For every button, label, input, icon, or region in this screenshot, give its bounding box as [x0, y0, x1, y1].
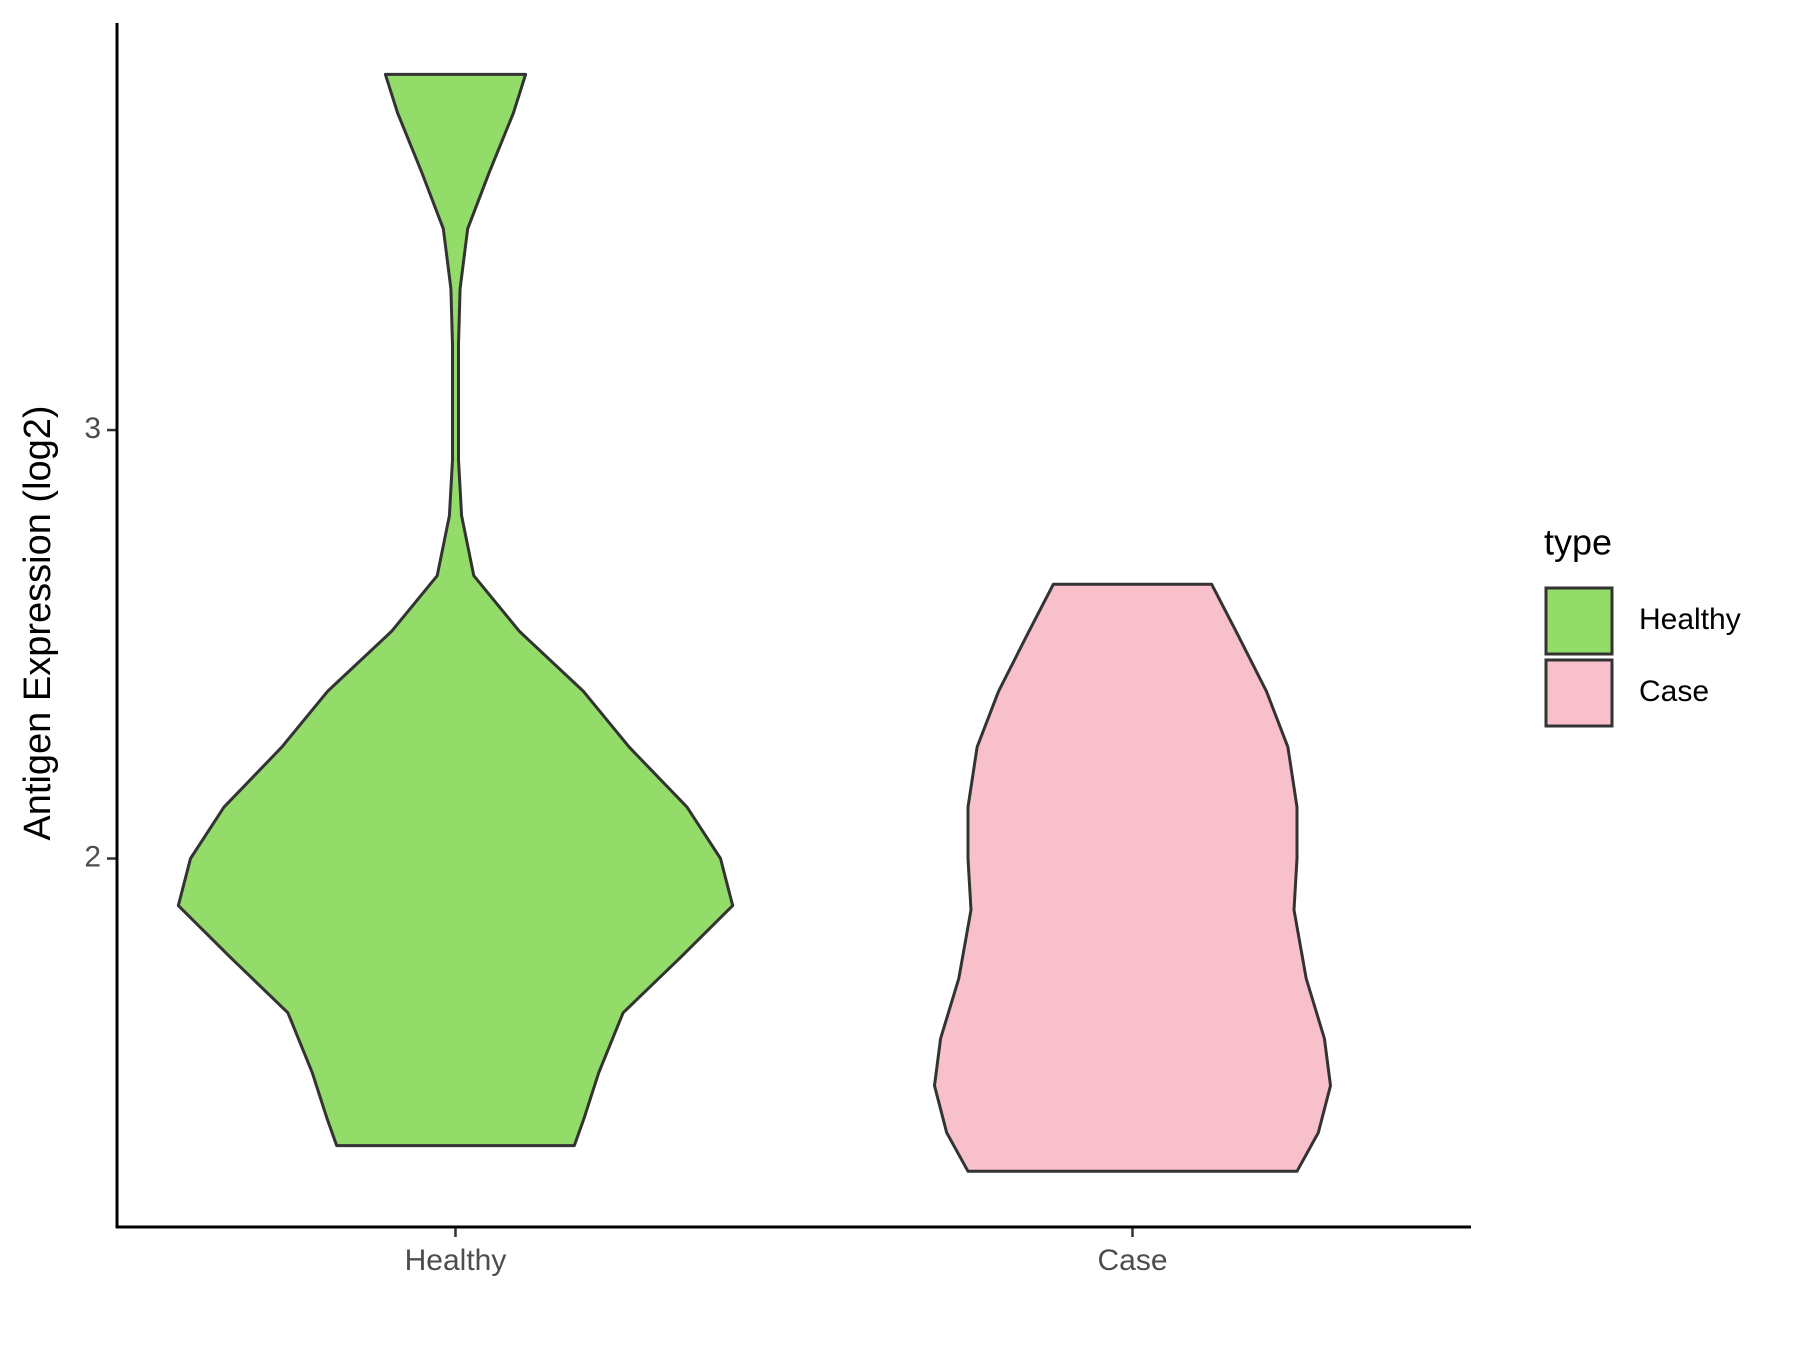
legend-swatch: [1544, 586, 1614, 656]
x-tick-label: Case: [1097, 1244, 1167, 1277]
x-tick-label: Healthy: [405, 1244, 507, 1277]
violin: [933, 582, 1332, 1173]
legend-swatch: [1544, 658, 1614, 728]
y-tick-label: 2: [84, 840, 101, 873]
legend-title: type: [1544, 522, 1612, 563]
violin: [176, 72, 735, 1148]
legend-label: Case: [1639, 675, 1709, 708]
legend-label: Healthy: [1639, 603, 1741, 636]
y-tick-label: 3: [84, 412, 101, 445]
y-axis-label: Antigen Expression (log2): [17, 405, 59, 840]
